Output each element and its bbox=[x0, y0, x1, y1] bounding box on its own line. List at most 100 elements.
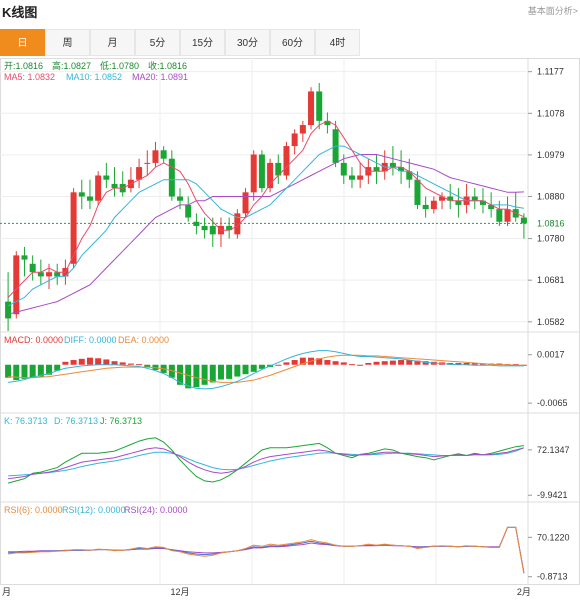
tab-4[interactable]: 15分 bbox=[180, 29, 225, 56]
macd-legend: MACD: 0.0000 bbox=[4, 335, 63, 345]
candle-body-53 bbox=[439, 196, 446, 201]
candle-body-34 bbox=[283, 146, 290, 176]
macd-bar-11 bbox=[95, 358, 102, 365]
macd-bar-21 bbox=[177, 364, 184, 385]
macd-bar-44 bbox=[365, 362, 372, 365]
dea-legend: DEA: 0.0000 bbox=[118, 335, 169, 345]
macd-bar-41 bbox=[340, 362, 347, 365]
ohlc-info-0: 开:1.0816 bbox=[4, 61, 43, 71]
candle-body-11 bbox=[95, 175, 102, 201]
x-tick-label-0: 月 bbox=[2, 587, 11, 597]
macd-bar-10 bbox=[86, 357, 93, 365]
fundamental-analysis-link[interactable]: 基本面分析> bbox=[527, 6, 578, 16]
candle-body-22 bbox=[185, 204, 192, 218]
macd-bar-36 bbox=[299, 357, 306, 365]
tab-7[interactable]: 4时 bbox=[315, 29, 360, 56]
candle-body-61 bbox=[504, 209, 511, 222]
rsi6-line bbox=[8, 526, 525, 574]
macd-bar-29 bbox=[242, 364, 249, 375]
candle-body-4 bbox=[37, 272, 44, 277]
macd-bar-45 bbox=[373, 361, 380, 365]
candle-body-58 bbox=[479, 200, 486, 205]
tab-1[interactable]: 周 bbox=[45, 29, 90, 56]
d-legend: D: 76.3713 bbox=[54, 416, 98, 426]
diff-legend: DIFF: 0.0000 bbox=[64, 335, 117, 345]
candle-body-42 bbox=[348, 175, 355, 180]
macd-bar-47 bbox=[389, 360, 396, 365]
candle-body-32 bbox=[267, 162, 274, 189]
y-tick-label-3: 1.0880 bbox=[537, 192, 565, 202]
ohlc-info-1: 高:1.0827 bbox=[52, 60, 91, 71]
candle-body-16 bbox=[136, 167, 143, 180]
candle-body-10 bbox=[86, 196, 93, 201]
macd-bar-56 bbox=[463, 362, 470, 365]
macd-bar-17 bbox=[144, 364, 151, 368]
tab-2[interactable]: 月 bbox=[90, 29, 135, 56]
tab-3[interactable]: 5分 bbox=[135, 29, 180, 56]
candle-body-49 bbox=[406, 171, 413, 180]
ma10-legend: MA10: 1.0852 bbox=[66, 72, 122, 82]
macd-bar-58 bbox=[479, 363, 486, 365]
macd-y-tick-label-0: 0.0017 bbox=[537, 350, 565, 360]
j-line bbox=[7, 437, 524, 484]
macd-bar-49 bbox=[406, 360, 413, 365]
k-line bbox=[8, 447, 525, 480]
candle-body-38 bbox=[316, 91, 323, 121]
candle-body-45 bbox=[373, 167, 380, 172]
candle-body-2 bbox=[21, 255, 28, 260]
macd-bar-38 bbox=[316, 358, 323, 365]
tab-5[interactable]: 30分 bbox=[225, 29, 270, 56]
y-tick-label-2: 1.0979 bbox=[537, 150, 565, 160]
macd-bar-22 bbox=[185, 364, 192, 389]
macd-bar-51 bbox=[422, 361, 429, 365]
rsi12-legend: RSI(12): 0.0000 bbox=[62, 505, 126, 515]
macd-bar-27 bbox=[226, 364, 233, 379]
candle-body-54 bbox=[447, 196, 454, 201]
macd-bar-9 bbox=[78, 358, 85, 365]
tab-0[interactable]: 日 bbox=[0, 29, 45, 56]
candle-body-60 bbox=[496, 209, 503, 222]
current-price-label: 1.0816 bbox=[537, 218, 565, 228]
candle-body-1 bbox=[13, 255, 20, 315]
macd-bar-8 bbox=[70, 360, 77, 365]
macd-bar-31 bbox=[258, 364, 265, 369]
candle-body-19 bbox=[160, 150, 167, 159]
macd-bar-57 bbox=[471, 362, 478, 365]
candle-body-57 bbox=[471, 196, 478, 201]
candle-body-47 bbox=[389, 162, 396, 168]
macd-bar-43 bbox=[357, 364, 364, 366]
x-tick-label-1: 12月 bbox=[171, 587, 190, 597]
candle-body-35 bbox=[291, 133, 298, 147]
macd-bar-15 bbox=[127, 363, 134, 365]
ohlc-info-2: 低:1.0780 bbox=[100, 60, 139, 71]
kdj-y-tick-label-0: 72.1347 bbox=[537, 445, 570, 455]
macd-bar-23 bbox=[193, 364, 200, 388]
macd-bar-34 bbox=[283, 362, 290, 365]
macd-bar-0 bbox=[5, 364, 12, 378]
candle-body-8 bbox=[70, 192, 77, 264]
macd-bar-3 bbox=[29, 364, 36, 378]
tab-6[interactable]: 60分 bbox=[270, 29, 315, 56]
candle-body-18 bbox=[152, 150, 159, 163]
macd-bar-63 bbox=[520, 364, 527, 366]
rsi-y-tick-label-1: -0.8713 bbox=[537, 572, 568, 582]
period-tabs: 日周月 5分 15分 30分 60分 4时 bbox=[0, 29, 362, 58]
candle-body-30 bbox=[250, 154, 257, 193]
y-tick-label-0: 1.1177 bbox=[537, 67, 564, 77]
candle-body-0 bbox=[5, 301, 12, 319]
macd-bar-25 bbox=[209, 364, 216, 383]
rsi6-legend: RSI(6): 0.0000 bbox=[4, 505, 63, 515]
candle-body-59 bbox=[488, 204, 495, 210]
y-tick-label-4: 1.0780 bbox=[537, 234, 565, 244]
macd-bar-62 bbox=[512, 364, 519, 366]
macd-bar-24 bbox=[201, 364, 208, 385]
macd-bar-28 bbox=[234, 364, 241, 377]
candle-body-48 bbox=[398, 167, 405, 172]
header: K线图 基本面分析> bbox=[0, 0, 580, 22]
candle-body-20 bbox=[168, 158, 175, 197]
macd-bar-4 bbox=[37, 364, 44, 377]
candle-body-17 bbox=[144, 162, 151, 164]
diff-line bbox=[8, 350, 524, 390]
candle-body-21 bbox=[177, 196, 184, 201]
candle-body-55 bbox=[455, 200, 462, 205]
